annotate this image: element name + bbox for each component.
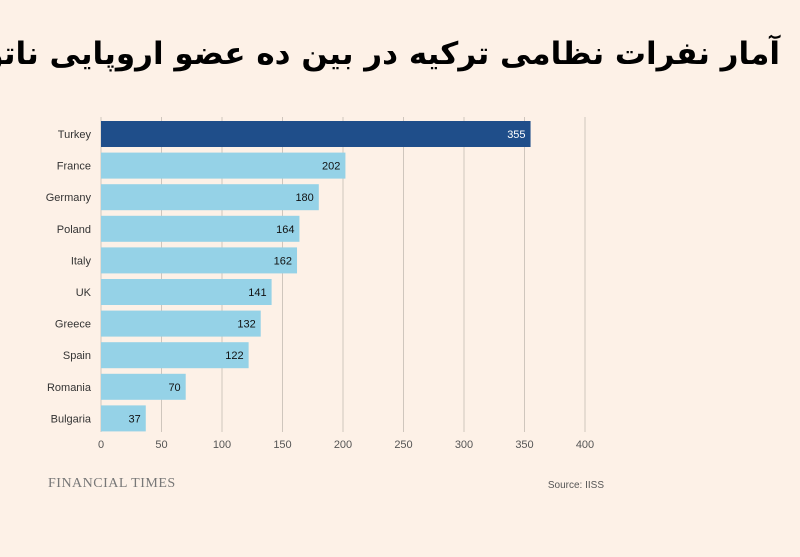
category-label: Poland (57, 224, 91, 236)
category-label: Greece (55, 319, 91, 331)
bars (101, 121, 531, 432)
x-tick-label: 0 (98, 439, 104, 451)
bar-romania (101, 373, 186, 400)
brand-logo-text: FINANCIAL TIMES (48, 476, 176, 491)
value-label: 37 (129, 413, 141, 425)
bar-greece (101, 310, 261, 337)
bar-spain (101, 342, 249, 369)
bar-turkey (101, 121, 531, 147)
x-axis: 0 50 100 150 200 250 300 350 400 (98, 439, 594, 451)
value-label: 70 (168, 382, 180, 394)
x-tick-label: 100 (213, 439, 231, 451)
x-tick-label: 400 (576, 439, 594, 451)
value-label: 164 (276, 224, 294, 236)
value-labels: 355 202 180 164 162 141 132 122 70 37 (129, 129, 526, 425)
x-tick-label: 350 (515, 439, 533, 451)
value-label: 162 (274, 255, 292, 267)
category-label: France (57, 161, 91, 173)
bar-france (101, 152, 346, 179)
chart-title: آمار نفرات نظامی ترکیه در بین ده عضو ارو… (0, 36, 780, 72)
value-label: 180 (295, 192, 313, 204)
value-label: 355 (507, 129, 525, 141)
category-label: Spain (63, 350, 91, 362)
x-tick-label: 50 (155, 439, 167, 451)
category-labels: Turkey France Germany Poland Italy UK Greece Sp… (46, 129, 92, 425)
x-tick-label: 300 (455, 439, 473, 451)
bar-uk (101, 279, 272, 305)
bar-bulgaria (101, 405, 146, 432)
category-label: Bulgaria (51, 413, 92, 425)
x-tick-label: 150 (273, 439, 291, 451)
x-tick-label: 250 (394, 439, 412, 451)
category-label: Romania (47, 382, 92, 394)
category-label: Germany (46, 192, 92, 204)
x-tick-label: 200 (334, 439, 352, 451)
source-note: Source: IISS (547, 480, 604, 491)
category-label: Turkey (58, 129, 92, 141)
value-label: 202 (322, 161, 340, 173)
value-label: 122 (225, 350, 243, 362)
value-label: 141 (248, 287, 266, 299)
bar-italy (101, 247, 298, 274)
bar-germany (101, 184, 319, 211)
value-label: 132 (237, 319, 255, 331)
bar-poland (101, 215, 300, 242)
category-label: Italy (71, 255, 92, 267)
category-label: UK (76, 287, 92, 299)
